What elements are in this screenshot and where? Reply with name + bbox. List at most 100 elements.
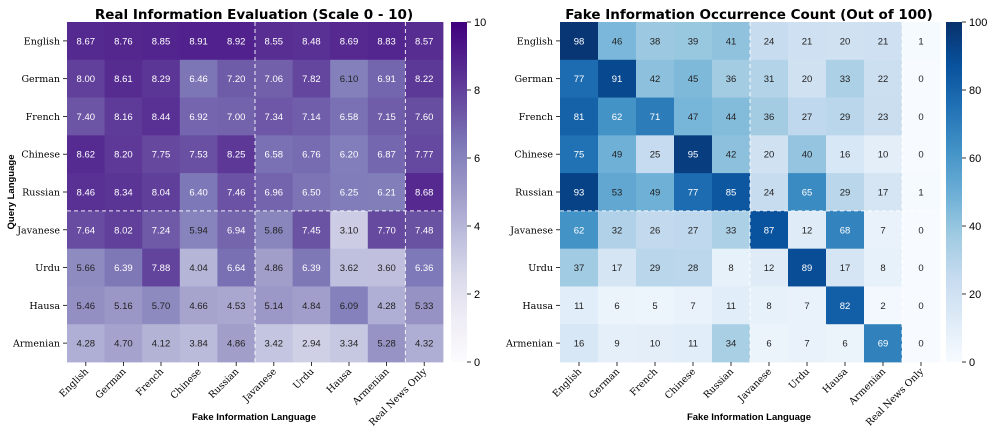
cell-value-label: 4.04	[189, 263, 208, 274]
cell-value-label: 5.86	[265, 225, 284, 236]
heatmap-cell	[405, 324, 444, 363]
colorbar-tick-label: 6	[474, 153, 480, 165]
cell-value-label: 75	[574, 150, 585, 161]
heatmap-cell	[788, 22, 827, 61]
y-tick-label: French	[26, 112, 60, 123]
cell-value-label: 53	[612, 188, 623, 199]
heatmap-cell	[255, 22, 293, 61]
cell-value-label: 93	[574, 188, 585, 199]
heatmap-cell	[712, 324, 751, 363]
heatmap-cell	[788, 286, 827, 325]
heatmap-cell	[217, 324, 256, 363]
heatmap-cell	[405, 97, 444, 136]
cell-value-label: 6.87	[377, 150, 396, 161]
heatmap-cell	[104, 59, 143, 98]
heatmap-cell	[636, 173, 675, 212]
heatmap-cell	[636, 324, 675, 363]
cell-value-label: 6.36	[415, 263, 434, 274]
heatmap-cell	[902, 248, 941, 287]
heatmap-cell	[598, 97, 637, 136]
cell-value-label: 87	[764, 225, 775, 236]
heatmap-cell	[636, 97, 675, 136]
heatmap-cell	[255, 248, 293, 287]
cell-value-label: 5.16	[114, 301, 133, 312]
cell-value-label: 41	[726, 36, 737, 47]
cell-value-label: 6.58	[265, 150, 284, 161]
heatmap-cell	[142, 173, 181, 212]
heatmap-cell	[67, 286, 105, 325]
cell-value-label: 5.46	[77, 301, 96, 312]
cell-value-label: 49	[612, 150, 623, 161]
heatmap-cell	[750, 248, 789, 287]
chart-title-real-evaluation: Real Information Evaluation (Scale 0 - 1…	[95, 7, 413, 23]
heatmap-cell	[142, 324, 181, 363]
heatmap-cell	[367, 173, 406, 212]
cell-value-label: 6.94	[227, 225, 246, 236]
heatmap-cell	[674, 59, 713, 98]
heatmap-cell	[217, 59, 256, 98]
cell-value-label: 21	[878, 36, 889, 47]
cell-value-label: 24	[764, 188, 775, 199]
colorbar-gradient	[946, 22, 962, 362]
cell-value-label: 37	[574, 263, 585, 274]
heatmap-cell	[674, 210, 713, 250]
heatmap-cell	[750, 135, 789, 174]
heatmap-cell	[712, 135, 751, 174]
cell-value-label: 4.28	[377, 301, 396, 312]
heatmap-cell	[902, 97, 941, 136]
x-tick-label: Russian	[702, 366, 737, 401]
cell-value-label: 8.25	[227, 150, 246, 161]
heatmap-cell	[560, 22, 599, 61]
heatmap-cell	[674, 324, 713, 363]
heatmap-cell	[902, 135, 941, 174]
cell-value-label: 12	[802, 225, 813, 236]
cell-value-label: 4.12	[152, 339, 171, 350]
cell-value-label: 65	[802, 188, 813, 199]
cell-value-label: 40	[802, 150, 813, 161]
heatmap-cell	[560, 173, 599, 212]
cell-value-label: 98	[574, 36, 585, 47]
colorbar-tick-label: 0	[474, 357, 480, 369]
cell-value-label: 7.48	[415, 225, 434, 236]
heatmap-cell	[560, 135, 599, 174]
cell-value-label: 7.24	[152, 225, 171, 236]
heatmap-cell	[255, 324, 293, 363]
cell-value-label: 11	[726, 301, 736, 312]
cell-value-label: 8.44	[152, 112, 171, 123]
heatmap-cell	[255, 286, 293, 325]
cell-value-label: 7.64	[77, 225, 96, 236]
heatmap-cell	[217, 97, 256, 136]
heatmap-cell	[598, 135, 637, 174]
heatmap-cell	[367, 59, 406, 98]
heatmap-cell	[104, 22, 143, 61]
cell-value-label: 16	[840, 150, 851, 161]
cell-value-label: 8.55	[265, 36, 284, 47]
heatmap-fake-occurrence: Fake Information Occurrence Count (Out o…	[505, 7, 987, 428]
cell-value-label: 6.09	[340, 301, 359, 312]
cell-value-label: 17	[840, 263, 851, 274]
cell-value-label: 8.61	[114, 74, 133, 85]
heatmap-cell	[104, 248, 143, 287]
cell-value-label: 3.62	[340, 263, 359, 274]
y-tick-label: English	[24, 36, 60, 47]
cell-value-label: 42	[650, 74, 661, 85]
cell-value-label: 7.82	[302, 74, 321, 85]
cell-value-label: 6.10	[340, 74, 359, 85]
cell-value-label: 77	[688, 188, 699, 199]
cell-value-label: 3.42	[265, 339, 284, 350]
heatmap-cell	[674, 135, 713, 174]
cell-value-label: 27	[802, 112, 813, 123]
cell-value-label: 6.39	[302, 263, 321, 274]
y-tick-label: Russian	[22, 188, 60, 199]
cell-value-label: 4.32	[415, 339, 434, 350]
cell-value-label: 11	[688, 339, 698, 350]
heatmap-cell	[788, 210, 827, 250]
heatmap-cell	[179, 324, 218, 363]
heatmap-cell	[104, 135, 143, 174]
y-axis-title-real-evaluation: Query Language	[6, 155, 17, 230]
cell-value-label: 3.60	[377, 263, 396, 274]
cell-value-label: 1	[918, 36, 923, 47]
cell-value-label: 4.70	[114, 339, 133, 350]
heatmap-cell	[217, 210, 256, 250]
heatmap-cell	[598, 286, 637, 325]
